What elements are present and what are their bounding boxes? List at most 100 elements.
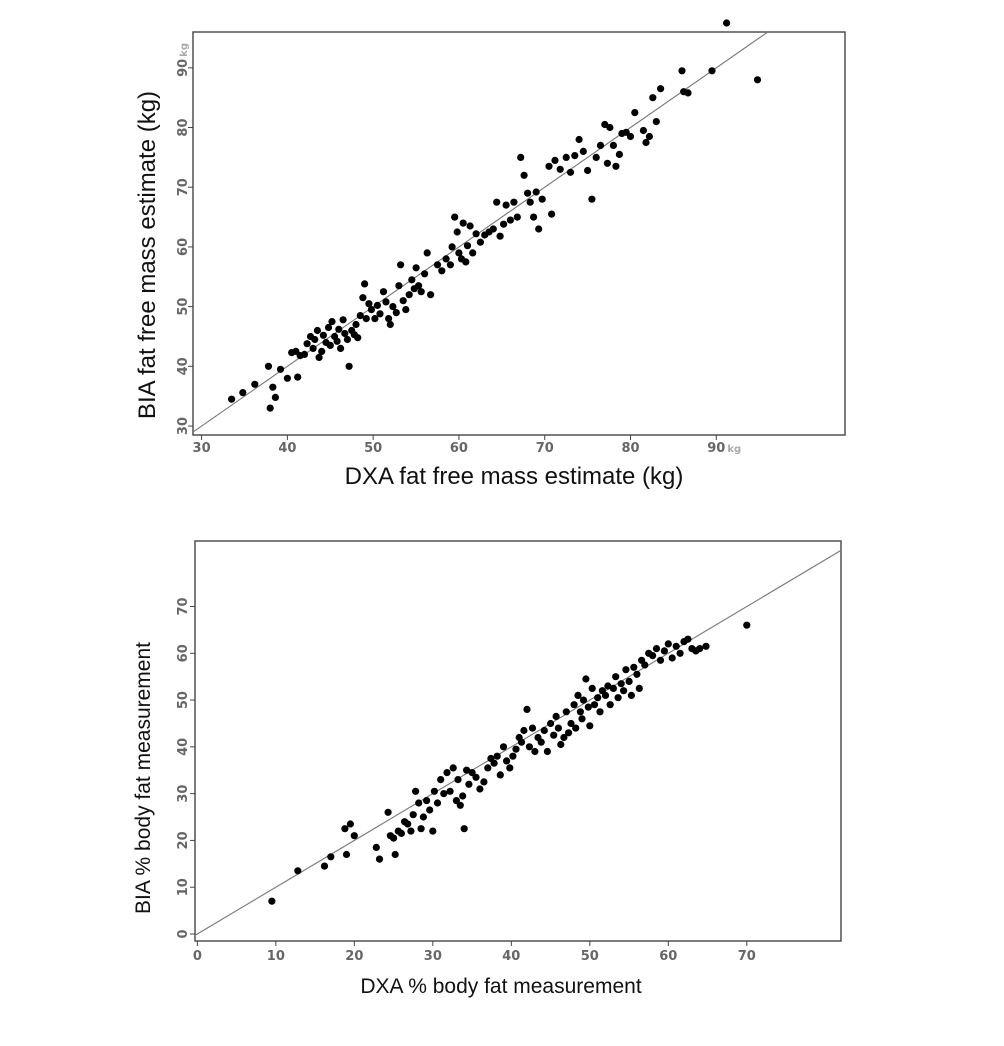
body-fat-chart: 0 10 20 30 40 50 60 70 0 10 20 30 40 50 60 70 DXA % bo… (132, 540, 842, 998)
data-point (604, 682, 612, 690)
data-point (684, 89, 692, 97)
x-tick-label: 60 (450, 441, 468, 456)
data-point (609, 684, 618, 693)
plot-frame (192, 31, 846, 436)
data-point (397, 829, 405, 838)
x-tick-label: 40 (502, 949, 520, 964)
data-point (412, 264, 420, 272)
data-point (384, 808, 392, 816)
data-point (371, 315, 379, 323)
data-point (723, 19, 731, 27)
data-point (696, 645, 704, 653)
data-point (606, 123, 614, 132)
data-point (537, 738, 545, 746)
data-point (423, 249, 431, 257)
data-point (463, 766, 471, 774)
data-point (506, 764, 514, 772)
data-point (276, 365, 285, 373)
data-point (631, 109, 639, 117)
data-point (408, 276, 416, 284)
data-point (376, 310, 384, 318)
data-point (676, 649, 684, 657)
data-point (446, 787, 454, 795)
data-point (509, 752, 517, 760)
data-point (405, 291, 413, 299)
data-point (412, 787, 420, 795)
data-point (433, 261, 442, 269)
data-point (269, 383, 277, 391)
data-point (545, 162, 553, 170)
data-point (612, 162, 620, 170)
data-point (345, 362, 353, 370)
data-point (430, 787, 438, 795)
data-point (438, 267, 446, 275)
data-point (489, 225, 497, 233)
y-axis-title: BIA % body fat measurement (132, 642, 155, 914)
data-point (603, 159, 612, 167)
data-point (426, 806, 434, 814)
y-tick-label: 60 (176, 238, 191, 256)
data-point (459, 792, 467, 800)
data-point (362, 315, 370, 323)
data-point (352, 320, 360, 329)
data-point (465, 780, 473, 788)
data-point (300, 350, 309, 358)
data-point (404, 820, 412, 828)
data-point (264, 362, 273, 370)
data-point (551, 156, 559, 164)
data-point (476, 238, 484, 246)
data-point (354, 334, 362, 342)
data-point (326, 341, 334, 349)
data-point (409, 811, 417, 819)
data-point (588, 195, 596, 203)
y-tick-label: 30 (176, 785, 191, 803)
data-point (313, 326, 321, 335)
data-point (579, 147, 587, 155)
data-point (446, 261, 454, 269)
data-point (375, 855, 384, 863)
data-point (601, 691, 610, 700)
data-point (493, 198, 501, 206)
y-tick-label: 50 (176, 691, 191, 709)
data-point (571, 152, 579, 160)
data-point (397, 261, 405, 269)
data-point (649, 94, 657, 102)
data-point (341, 825, 349, 833)
data-point (415, 282, 423, 290)
data-point (493, 752, 501, 760)
data-point (373, 301, 381, 309)
data-point (668, 654, 676, 662)
data-point (496, 771, 504, 779)
data-point (633, 670, 641, 678)
data-point (311, 335, 319, 344)
data-point (576, 708, 585, 716)
plot-frame (194, 540, 842, 942)
data-point (630, 663, 638, 671)
data-point (462, 258, 470, 266)
data-point (660, 647, 669, 655)
data-point (594, 694, 602, 702)
data-point (652, 118, 660, 126)
data-point (319, 331, 327, 339)
data-point (440, 790, 448, 798)
y-tick-unit: kg (179, 43, 190, 57)
y-tick-label: 70 (176, 178, 191, 196)
data-point (407, 827, 415, 835)
data-point (239, 389, 247, 397)
data-point (566, 168, 575, 176)
y-tick-label: 30 (176, 417, 191, 435)
data-point (228, 395, 236, 403)
data-point (596, 141, 605, 149)
y-axis-title: BIA fat free mass estimate (kg) (134, 91, 161, 419)
data-point (743, 621, 751, 629)
data-point (641, 661, 649, 669)
data-point (592, 153, 600, 161)
data-point (606, 701, 614, 709)
data-point (672, 642, 680, 650)
data-point (460, 825, 468, 833)
data-point (382, 298, 390, 306)
data-point (442, 255, 450, 263)
data-point (391, 850, 399, 859)
data-point (415, 799, 423, 807)
